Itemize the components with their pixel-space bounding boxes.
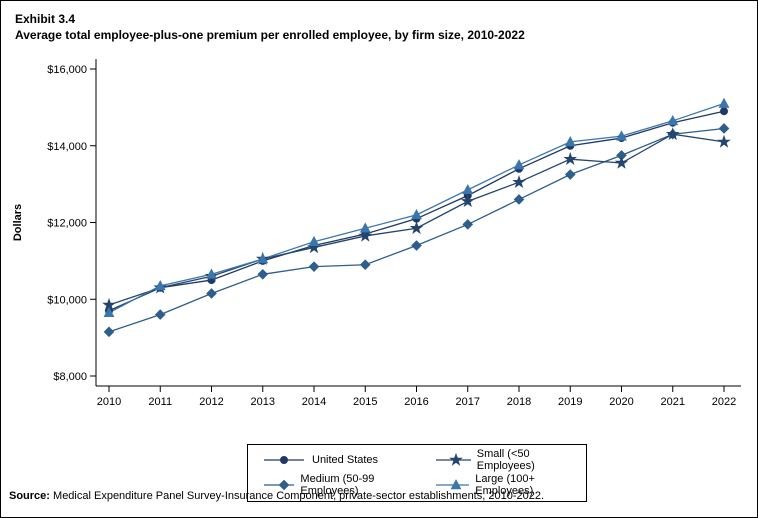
star-marker	[409, 221, 424, 235]
x-tick-label: 2017	[456, 396, 480, 408]
triangle-marker	[513, 159, 525, 170]
circle-legend-swatch	[264, 456, 304, 464]
star-marker	[563, 152, 578, 165]
x-tick-label: 2018	[507, 396, 531, 408]
chart-title: Average total employee-plus-one premium …	[15, 28, 525, 42]
x-tick-label: 2020	[609, 396, 633, 408]
x-tick-label: 2011	[148, 396, 172, 408]
legend-item-medium-50-99-employees-: Medium (50-99 Employees)	[262, 473, 400, 497]
diamond-marker	[411, 240, 422, 251]
x-tick-label: 2014	[302, 396, 326, 408]
y-tick-label: $16,000	[47, 64, 87, 76]
star-marker	[512, 175, 526, 188]
triangle-marker	[103, 306, 115, 317]
diamond-marker	[718, 123, 730, 134]
legend-label: Large (100+ Employees)	[475, 473, 535, 497]
chart-legend: United States Small (<50 Employees) Medium…	[247, 444, 587, 502]
source-text: Medical Expenditure Panel Survey-Insuran…	[49, 490, 545, 502]
triangle-marker	[411, 208, 422, 220]
legend-item-united-states: United States	[262, 448, 400, 472]
y-tick-label: $10,000	[47, 294, 87, 306]
legend-label: United States	[312, 454, 379, 466]
diamond-marker	[278, 479, 290, 491]
circle-marker	[280, 456, 288, 464]
triangle-marker	[154, 279, 166, 291]
legend-item-small-50-employees-: Small (<50 Employees)	[434, 448, 572, 472]
x-tick-label: 2021	[661, 396, 685, 408]
triangle-marker	[462, 184, 474, 195]
x-tick-label: 2013	[251, 396, 275, 408]
y-axis-title: Dollars	[12, 204, 24, 241]
y-tick-label: $8,000	[53, 371, 87, 383]
diamond-marker	[257, 268, 269, 280]
source-line: Source: Medical Expenditure Panel Survey…	[9, 490, 544, 502]
diamond-legend-swatch	[264, 479, 295, 491]
triangle-marker	[718, 97, 730, 108]
triangle-marker	[450, 479, 462, 490]
source-prefix: Source:	[9, 490, 50, 502]
premium-line-chart: $8,000 $10,000 $12,000 $14,000 $16,000 Dollar…	[12, 59, 741, 408]
diamond-marker	[564, 169, 576, 180]
triangle-legend-swatch	[436, 479, 470, 490]
diamond-marker	[154, 309, 166, 320]
legend-item-large-100-employees-: Large (100+ Employees)	[434, 473, 572, 497]
circle-marker	[720, 107, 728, 116]
x-tick-label: 2016	[404, 396, 428, 408]
star-marker	[449, 453, 463, 466]
diamond-marker	[206, 288, 217, 299]
exhibit-label: Exhibit 3.4	[15, 12, 76, 26]
y-tick-label: $12,000	[47, 218, 87, 230]
diamond-marker	[359, 259, 371, 271]
x-tick-label: 2019	[558, 396, 582, 408]
diamond-marker	[308, 261, 320, 272]
star-marker	[358, 228, 373, 242]
y-tick-label: $14,000	[47, 141, 87, 153]
star-marker	[717, 134, 731, 148]
diamond-marker	[513, 194, 525, 205]
x-tick-label: 2022	[712, 396, 736, 408]
x-tick-label: 2010	[97, 396, 121, 408]
x-tick-label: 2012	[199, 396, 223, 408]
star-marker	[665, 127, 680, 141]
triangle-marker	[564, 136, 576, 147]
title-block: Exhibit 3.4 Average total employee-plus-…	[15, 11, 525, 43]
star-marker	[460, 194, 475, 208]
x-tick-label: 2015	[353, 396, 377, 408]
triangle-marker	[257, 253, 269, 264]
star-marker	[614, 155, 629, 169]
legend-label: Small (<50 Employees)	[476, 448, 535, 472]
star-legend-swatch	[436, 453, 471, 466]
triangle-marker	[616, 130, 627, 141]
diamond-marker	[462, 219, 474, 230]
legend-label: Medium (50-99 Employees)	[300, 473, 375, 497]
series-markers-large-100-employees-	[103, 97, 730, 317]
triangle-marker	[359, 222, 371, 233]
triangle-marker	[667, 114, 679, 126]
triangle-marker	[206, 268, 217, 279]
triangle-marker	[308, 235, 320, 246]
diamond-marker	[103, 326, 115, 338]
